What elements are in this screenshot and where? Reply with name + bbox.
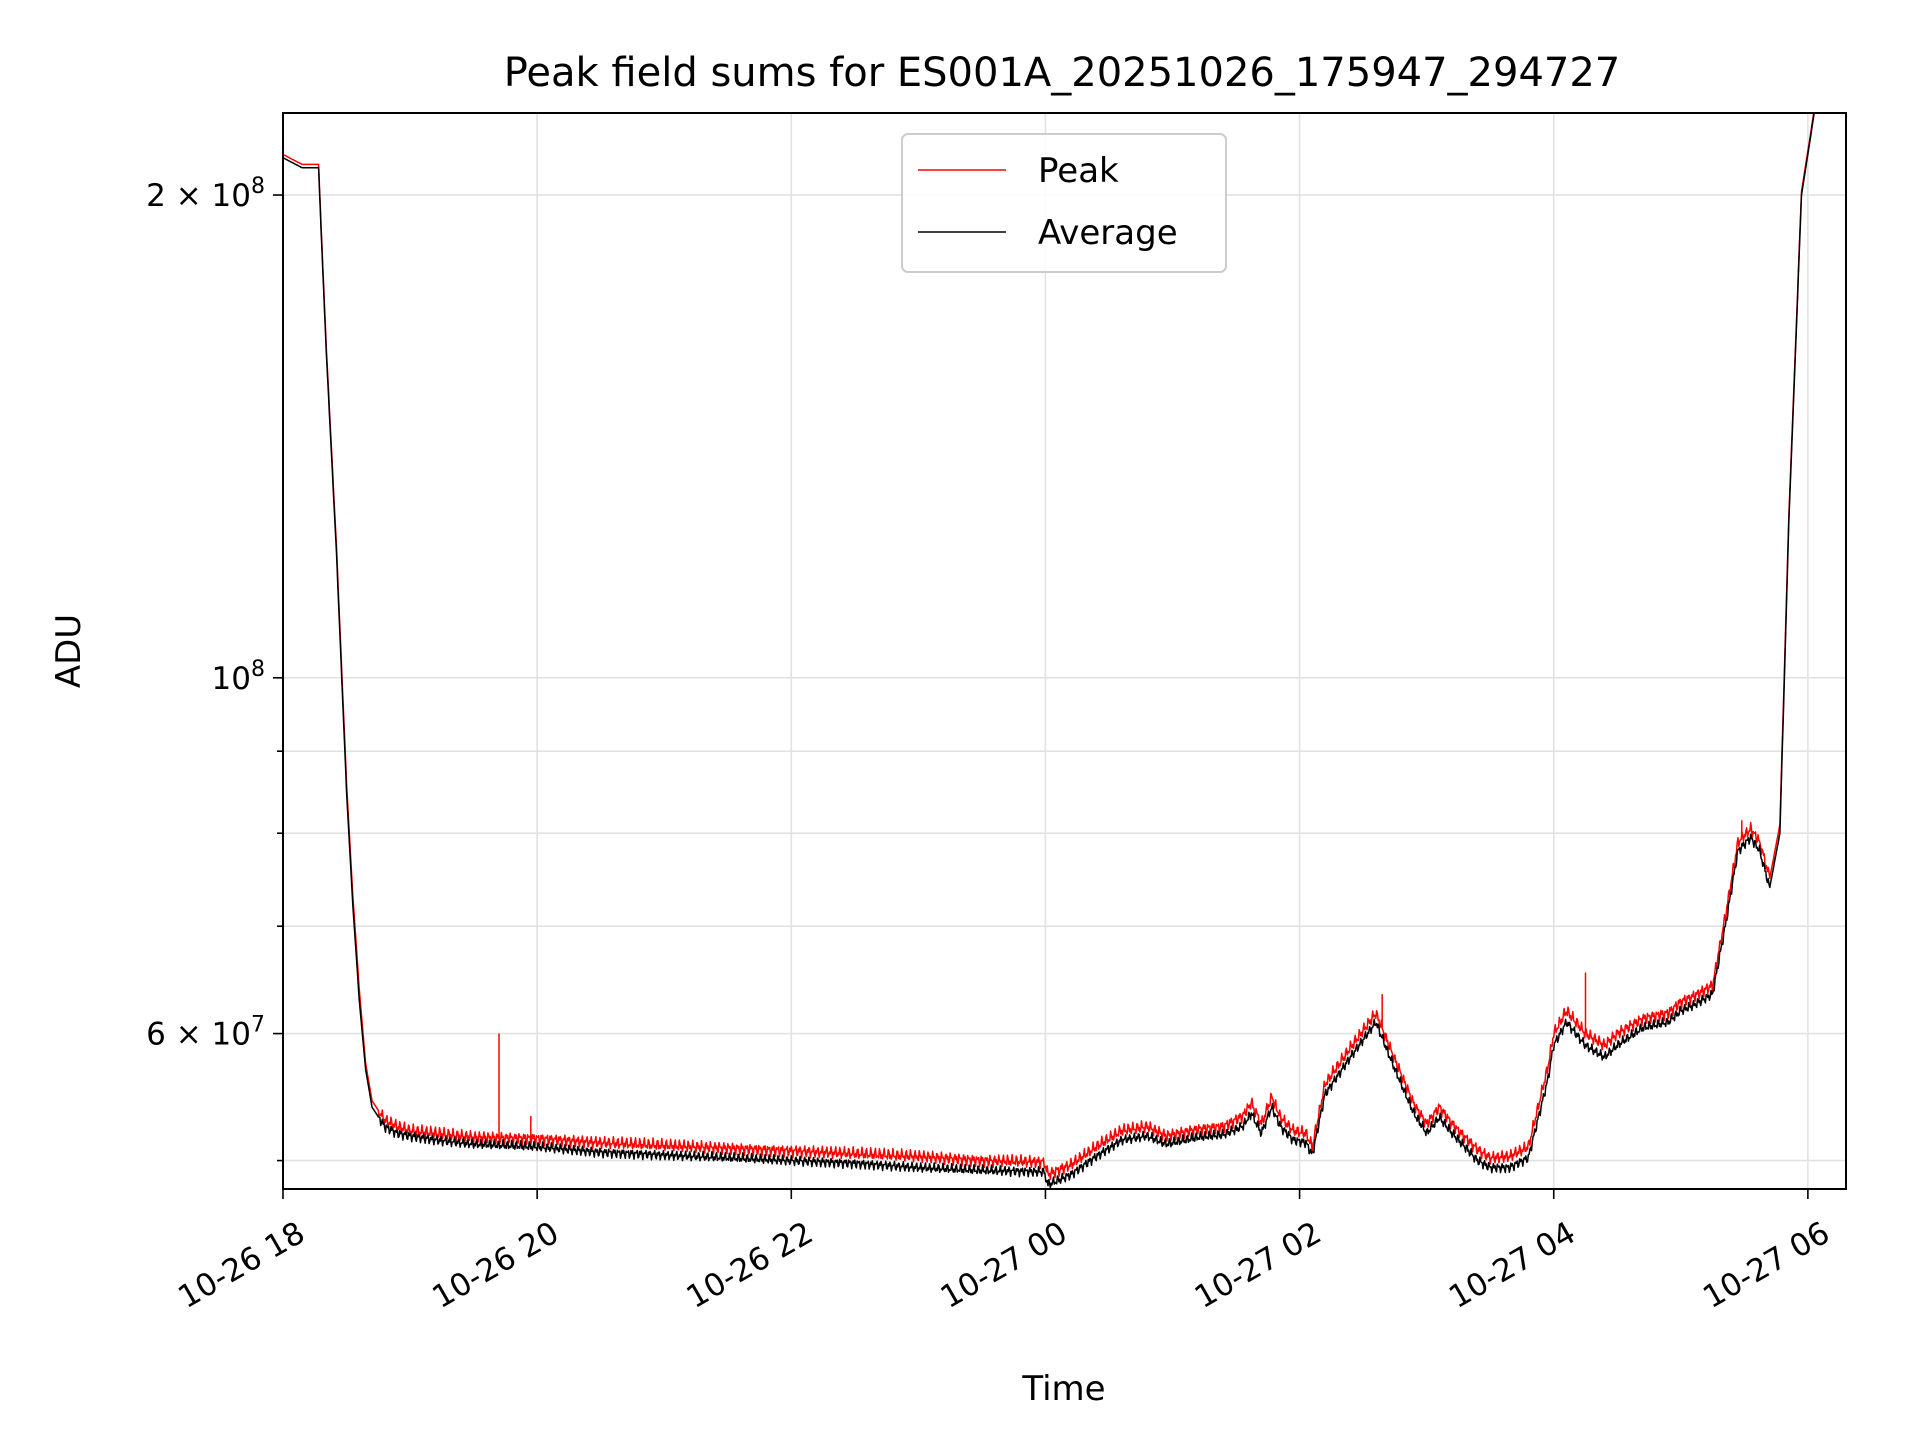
x-axis-label: Time [1021, 1369, 1105, 1409]
y-tick-label: 6 × 107 [146, 1013, 265, 1053]
series-layer [283, 113, 1815, 1189]
legend-label-peak: Peak [1038, 151, 1119, 191]
legend-label-average: Average [1038, 213, 1178, 253]
y-axis: 2 × 108 108 6 × 107 [146, 174, 283, 1162]
y-tick-label: 108 [212, 657, 265, 697]
plot-frame [282, 112, 1847, 1190]
y-axis-label: ADU [49, 614, 89, 688]
legend-box [901, 133, 1227, 273]
legend: Peak Average [901, 133, 1227, 273]
series-line-average [283, 113, 1815, 1189]
chart-title: Peak field sums for ES001A_20251026_1759… [504, 50, 1621, 96]
y-tick-label: 2 × 108 [146, 174, 265, 214]
